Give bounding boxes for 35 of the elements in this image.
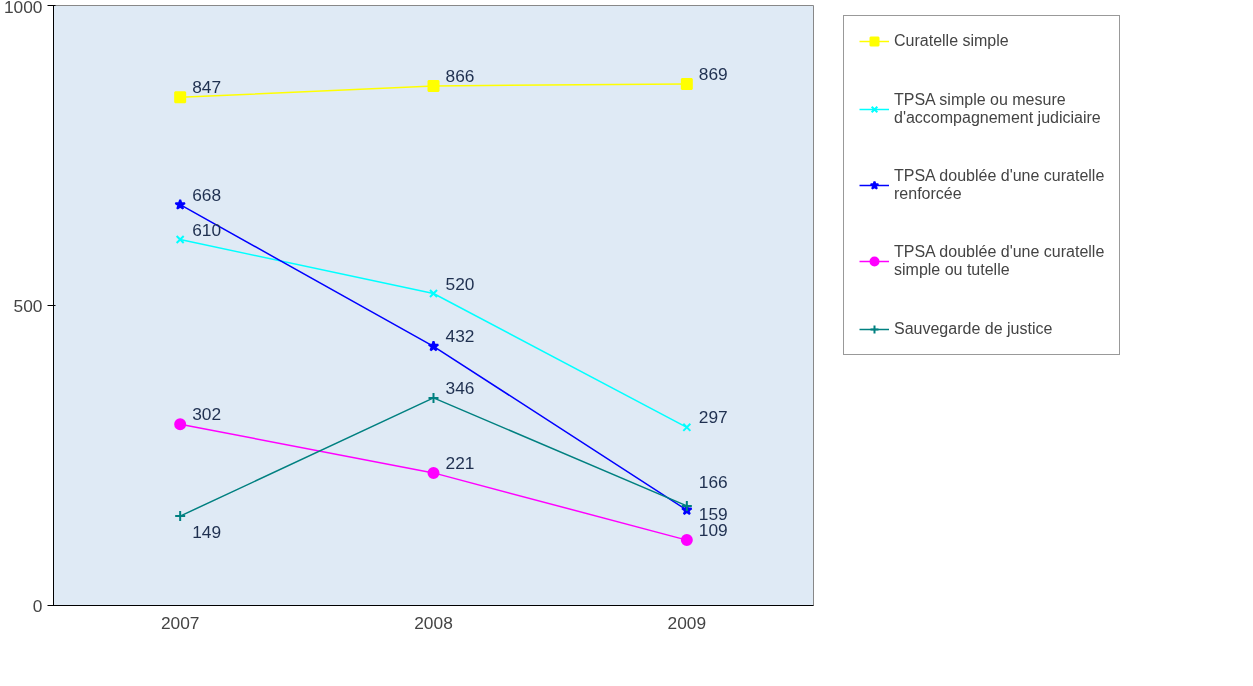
data-label: 847: [192, 77, 222, 98]
legend-label: TPSA simple ou mesure d'accompagnement judiciaire: [894, 91, 1101, 127]
data-label: 869: [698, 64, 728, 85]
legend-label: TPSA doublée d'une curatelle renforcée: [894, 167, 1105, 203]
x-tick-label: 2008: [414, 612, 453, 633]
x-tick-label: 2007: [160, 612, 200, 633]
point: [174, 91, 187, 104]
data-label: 520: [445, 273, 475, 294]
y-tick-label: 1000: [3, 0, 43, 17]
data-label: 149: [192, 522, 222, 543]
point: [174, 198, 186, 210]
point: [427, 466, 440, 479]
point: [427, 79, 440, 92]
point: [175, 234, 185, 245]
data-label: 221: [445, 452, 475, 473]
data-label: 302: [192, 404, 222, 425]
data-label: 668: [192, 184, 222, 205]
point: [680, 534, 693, 547]
data-label: 432: [445, 326, 475, 347]
data-label: 346: [445, 377, 475, 398]
legend-label: Sauvegarde de justice: [894, 320, 1053, 338]
data-label: 866: [445, 65, 475, 86]
point: [174, 418, 187, 431]
x-tick-label: 2009: [667, 612, 707, 633]
point: [682, 422, 692, 432]
data-label: 610: [192, 219, 222, 240]
point: [427, 340, 440, 352]
y-tick-label: 500: [13, 295, 43, 316]
legend-label: TPSA doublée d'une curatelle simple ou tutelle: [894, 243, 1105, 279]
y-tick-label: 0: [32, 595, 43, 616]
legend-label: Curatelle simple: [894, 32, 1009, 50]
point: [680, 78, 693, 91]
point: [428, 288, 439, 299]
data-label: 166: [698, 471, 728, 492]
data-label: 297: [698, 407, 728, 428]
